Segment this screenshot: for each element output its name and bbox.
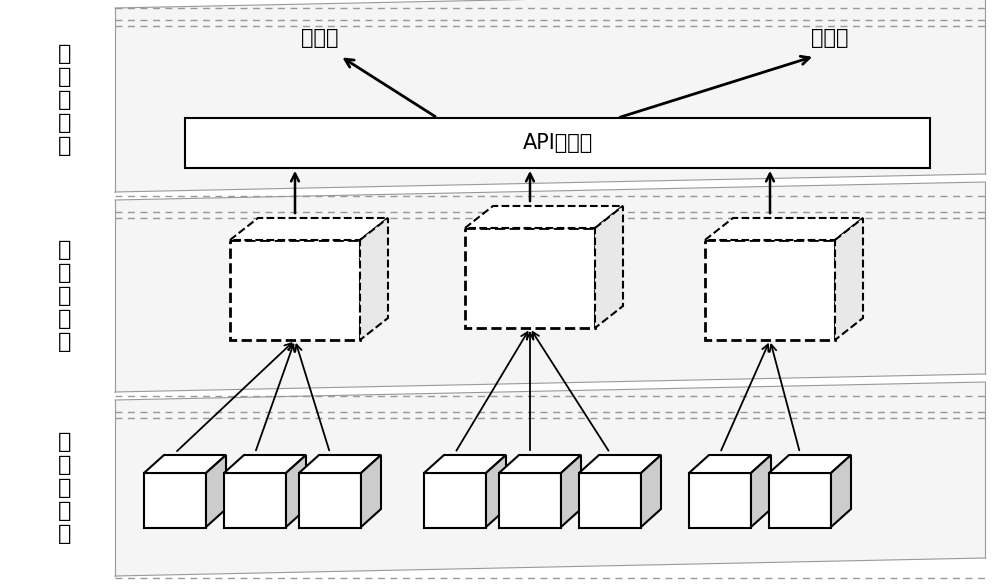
Polygon shape xyxy=(641,455,661,527)
Bar xyxy=(465,228,595,328)
Polygon shape xyxy=(579,455,661,473)
Polygon shape xyxy=(689,455,771,473)
Bar xyxy=(224,473,286,528)
Polygon shape xyxy=(115,0,985,192)
Polygon shape xyxy=(361,455,381,527)
Polygon shape xyxy=(595,206,623,328)
Polygon shape xyxy=(561,455,581,527)
Text: 开发者: 开发者 xyxy=(301,28,339,48)
Polygon shape xyxy=(206,455,226,527)
Polygon shape xyxy=(115,382,985,576)
Text: 应
用
管
理
层: 应 用 管 理 层 xyxy=(58,44,72,157)
Polygon shape xyxy=(230,218,388,240)
Bar xyxy=(299,473,361,528)
Bar xyxy=(424,473,486,528)
Bar xyxy=(499,473,561,528)
Polygon shape xyxy=(144,455,226,473)
Polygon shape xyxy=(486,455,506,527)
Polygon shape xyxy=(769,455,851,473)
Text: 实
体
设
备
层: 实 体 设 备 层 xyxy=(58,432,72,544)
Polygon shape xyxy=(835,218,863,340)
Bar xyxy=(579,473,641,528)
Text: 虚
拟
群
体
层: 虚 拟 群 体 层 xyxy=(58,239,72,352)
Bar xyxy=(230,240,360,340)
Polygon shape xyxy=(424,455,506,473)
Polygon shape xyxy=(286,455,306,527)
Polygon shape xyxy=(224,455,306,473)
Polygon shape xyxy=(360,218,388,340)
Polygon shape xyxy=(751,455,771,527)
Polygon shape xyxy=(465,206,623,228)
Text: 管理者: 管理者 xyxy=(811,28,849,48)
Bar xyxy=(185,118,930,168)
Bar xyxy=(689,473,751,528)
Bar xyxy=(144,473,206,528)
Polygon shape xyxy=(115,182,985,392)
Polygon shape xyxy=(705,218,863,240)
Text: API资源池: API资源池 xyxy=(522,133,593,153)
Polygon shape xyxy=(499,455,581,473)
Polygon shape xyxy=(299,455,381,473)
Bar xyxy=(705,240,835,340)
Bar xyxy=(769,473,831,528)
Polygon shape xyxy=(831,455,851,527)
